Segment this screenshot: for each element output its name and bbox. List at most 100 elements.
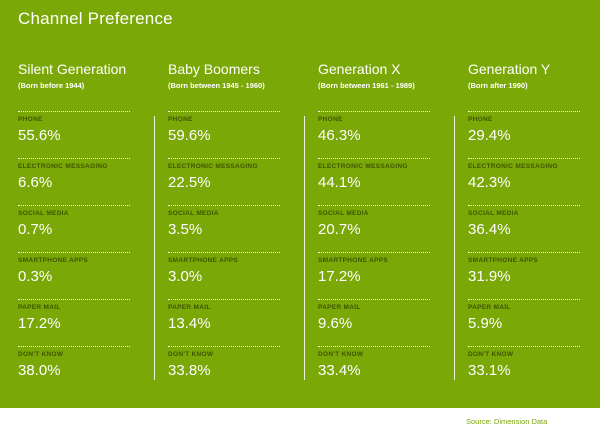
dotted-divider (168, 346, 280, 347)
stat-value: 20.7% (318, 221, 361, 238)
source-caption: Source: Dimension Data (466, 417, 548, 426)
stat-value: 33.8% (168, 362, 211, 379)
stat-value: 42.3% (468, 174, 511, 191)
stat-row: SOCIAL MEDIA 20.7% (318, 205, 456, 252)
dotted-divider (18, 299, 130, 300)
stat-row: SOCIAL MEDIA 0.7% (18, 205, 156, 252)
stat-value: 38.0% (18, 362, 61, 379)
stat-value: 0.3% (18, 268, 53, 285)
stat-row: PHONE 55.6% (18, 111, 156, 158)
dotted-divider (18, 205, 130, 206)
stat-row: PAPER MAIL 5.9% (468, 299, 600, 346)
dotted-divider (18, 158, 130, 159)
stat-row: DON'T KNOW 33.4% (318, 346, 456, 393)
stat-rows: PHONE 55.6% ELECTRONIC MESSAGING 6.6% SO… (18, 111, 156, 393)
stat-label: SMARTPHONE APPS (468, 257, 538, 264)
stat-value: 0.7% (18, 221, 53, 238)
stat-label: DON'T KNOW (168, 351, 214, 358)
stat-row: PHONE 29.4% (468, 111, 600, 158)
column-subtitle: (Born after 1990) (468, 81, 528, 90)
stat-row: PAPER MAIL 13.4% (168, 299, 306, 346)
stat-value: 33.4% (318, 362, 361, 379)
dotted-divider (18, 111, 130, 112)
dotted-divider (468, 252, 580, 253)
stat-rows: PHONE 59.6% ELECTRONIC MESSAGING 22.5% S… (168, 111, 306, 393)
stat-row: ELECTRONIC MESSAGING 6.6% (18, 158, 156, 205)
stat-label: PHONE (468, 116, 493, 123)
dotted-divider (168, 111, 280, 112)
stat-label: PAPER MAIL (468, 304, 511, 311)
stat-label: PAPER MAIL (168, 304, 211, 311)
dotted-divider (318, 158, 430, 159)
stat-value: 6.6% (18, 174, 53, 191)
column-subtitle: (Born between 1961 - 1989) (318, 81, 415, 90)
column-baby-boomers: Baby Boomers (Born between 1945 - 1960) … (154, 60, 306, 393)
stat-value: 17.2% (318, 268, 361, 285)
dotted-divider (468, 111, 580, 112)
dotted-divider (318, 299, 430, 300)
dotted-divider (318, 205, 430, 206)
stat-value: 59.6% (168, 127, 211, 144)
stat-label: SOCIAL MEDIA (18, 210, 69, 217)
stat-row: PHONE 46.3% (318, 111, 456, 158)
page-title: Channel Preference (18, 9, 173, 28)
stat-row: DON'T KNOW 33.1% (468, 346, 600, 393)
stat-value: 29.4% (468, 127, 511, 144)
infographic-panel: Channel Preference Silent Generation (Bo… (0, 0, 600, 408)
stat-value: 55.6% (18, 127, 61, 144)
stat-row: DON'T KNOW 33.8% (168, 346, 306, 393)
stat-value: 13.4% (168, 315, 211, 332)
stat-row: ELECTRONIC MESSAGING 22.5% (168, 158, 306, 205)
stat-row: ELECTRONIC MESSAGING 42.3% (468, 158, 600, 205)
stat-row: SOCIAL MEDIA 36.4% (468, 205, 600, 252)
dotted-divider (468, 346, 580, 347)
column-silent-generation: Silent Generation (Born before 1944) PHO… (18, 60, 156, 390)
column-subtitle: (Born before 1944) (18, 81, 85, 90)
stat-label: DON'T KNOW (18, 351, 64, 358)
stat-value: 17.2% (18, 315, 61, 332)
stat-label: PAPER MAIL (318, 304, 361, 311)
stat-label: ELECTRONIC MESSAGING (168, 163, 258, 170)
stat-value: 22.5% (168, 174, 211, 191)
stat-row: SMARTPHONE APPS 0.3% (18, 252, 156, 299)
stat-label: ELECTRONIC MESSAGING (318, 163, 408, 170)
column-divider (304, 116, 305, 380)
stat-label: DON'T KNOW (468, 351, 514, 358)
column-title: Silent Generation (18, 61, 127, 77)
stat-value: 46.3% (318, 127, 361, 144)
stat-value: 36.4% (468, 221, 511, 238)
stat-value: 44.1% (318, 174, 361, 191)
stat-value: 31.9% (468, 268, 511, 285)
stat-label: SOCIAL MEDIA (168, 210, 219, 217)
column-title: Generation Y (468, 61, 551, 77)
stat-row: SMARTPHONE APPS 31.9% (468, 252, 600, 299)
stat-label: SMARTPHONE APPS (318, 257, 388, 264)
column-divider (454, 116, 455, 380)
stat-row: SMARTPHONE APPS 17.2% (318, 252, 456, 299)
dotted-divider (468, 205, 580, 206)
dotted-divider (318, 346, 430, 347)
dotted-divider (318, 111, 430, 112)
column-generation-x: Generation X (Born between 1961 - 1989) … (304, 60, 456, 393)
dotted-divider (168, 299, 280, 300)
stat-row: SMARTPHONE APPS 3.0% (168, 252, 306, 299)
stat-label: DON'T KNOW (318, 351, 364, 358)
stat-label: SOCIAL MEDIA (468, 210, 519, 217)
column-generation-y: Generation Y (Born after 1990) PHONE 29.… (454, 60, 600, 393)
stat-row: PHONE 59.6% (168, 111, 306, 158)
dotted-divider (318, 252, 430, 253)
stat-value: 3.0% (168, 268, 203, 285)
column-subtitle: (Born between 1945 - 1960) (168, 81, 265, 90)
stat-label: SMARTPHONE APPS (168, 257, 238, 264)
column-divider (154, 116, 155, 380)
stat-row: PAPER MAIL 9.6% (318, 299, 456, 346)
stat-value: 9.6% (318, 315, 353, 332)
stat-row: SOCIAL MEDIA 3.5% (168, 205, 306, 252)
stat-label: SMARTPHONE APPS (18, 257, 88, 264)
stat-label: PHONE (318, 116, 343, 123)
dotted-divider (168, 205, 280, 206)
dotted-divider (468, 158, 580, 159)
dotted-divider (468, 299, 580, 300)
stat-label: ELECTRONIC MESSAGING (18, 163, 108, 170)
stat-rows: PHONE 29.4% ELECTRONIC MESSAGING 42.3% S… (468, 111, 600, 393)
